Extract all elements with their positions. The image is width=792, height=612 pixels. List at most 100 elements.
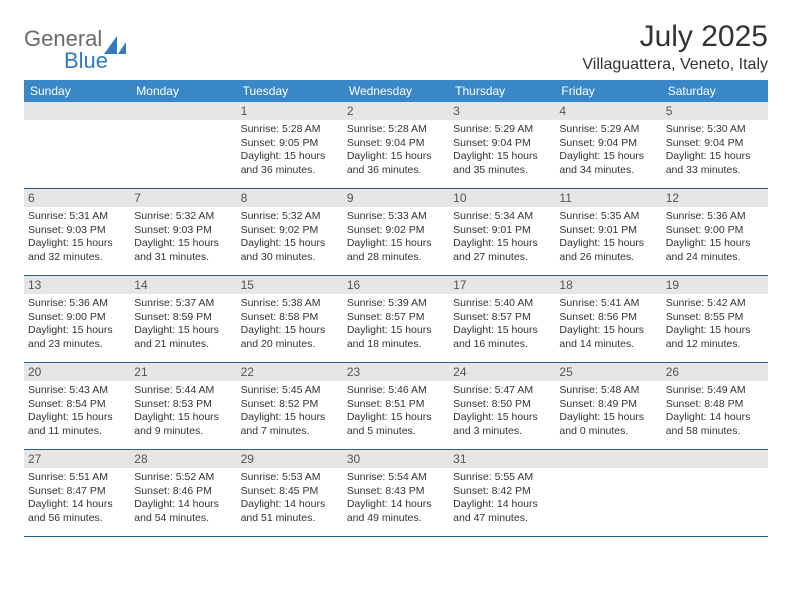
week-row: 27 Sunrise: 5:51 AMSunset: 8:47 PMDayligh…	[24, 450, 768, 537]
day-info: Sunrise: 5:49 AMSunset: 8:48 PMDaylight:…	[666, 384, 764, 439]
week-row: 6Sunrise: 5:31 AMSunset: 9:03 PMDaylight…	[24, 189, 768, 276]
day-number: 16	[343, 276, 449, 294]
dow-friday: Friday	[555, 80, 661, 102]
day-cell: 13Sunrise: 5:36 AMSunset: 9:00 PMDayligh…	[24, 276, 130, 362]
day-cell: 17 Sunrise: 5:40 AMSunset: 8:57 PMDayligh…	[449, 276, 555, 362]
day-number	[24, 102, 130, 120]
day-info: Sunrise: 5:51 AMSunset: 8:47 PMDaylight:…	[28, 471, 126, 526]
day-cell: 14 Sunrise: 5:37 AMSunset: 8:59 PMDayligh…	[130, 276, 236, 362]
brand-logo: GeneralBlue	[24, 20, 126, 74]
day-cell: 10Sunrise: 5:34 AMSunset: 9:01 PMDayligh…	[449, 189, 555, 275]
dow-saturday: Saturday	[662, 80, 768, 102]
day-info: Sunrise: 5:29 AMSunset: 9:04 PMDaylight:…	[453, 123, 551, 178]
day-cell: 9 Sunrise: 5:33 AMSunset: 9:02 PMDaylight…	[343, 189, 449, 275]
day-info: Sunrise: 5:40 AMSunset: 8:57 PMDaylight:…	[453, 297, 551, 352]
day-info: Sunrise: 5:33 AMSunset: 9:02 PMDaylight:…	[347, 210, 445, 265]
day-cell: 16 Sunrise: 5:39 AMSunset: 8:57 PMDayligh…	[343, 276, 449, 362]
day-number: 4	[555, 102, 661, 120]
day-cell: 24 Sunrise: 5:47 AMSunset: 8:50 PMDayligh…	[449, 363, 555, 449]
day-info: Sunrise: 5:28 AMSunset: 9:04 PMDaylight:…	[347, 123, 445, 178]
day-cell: 18 Sunrise: 5:41 AMSunset: 8:56 PMDayligh…	[555, 276, 661, 362]
day-number: 27	[24, 450, 130, 468]
day-info: Sunrise: 5:39 AMSunset: 8:57 PMDaylight:…	[347, 297, 445, 352]
day-number: 9	[343, 189, 449, 207]
day-info: Sunrise: 5:52 AMSunset: 8:46 PMDaylight:…	[134, 471, 232, 526]
day-cell: 20Sunrise: 5:43 AMSunset: 8:54 PMDayligh…	[24, 363, 130, 449]
day-number: 17	[449, 276, 555, 294]
dow-sunday: Sunday	[24, 80, 130, 102]
day-info: Sunrise: 5:44 AMSunset: 8:53 PMDaylight:…	[134, 384, 232, 439]
day-number	[555, 450, 661, 468]
day-number: 3	[449, 102, 555, 120]
day-info: Sunrise: 5:31 AMSunset: 9:03 PMDaylight:…	[28, 210, 126, 265]
day-number: 19	[662, 276, 768, 294]
day-number: 14	[130, 276, 236, 294]
day-cell: 28Sunrise: 5:52 AMSunset: 8:46 PMDayligh…	[130, 450, 236, 536]
day-number: 21	[130, 363, 236, 381]
dow-header-row: Sunday Monday Tuesday Wednesday Thursday…	[24, 80, 768, 102]
dow-tuesday: Tuesday	[237, 80, 343, 102]
day-info: Sunrise: 5:30 AMSunset: 9:04 PMDaylight:…	[666, 123, 764, 178]
day-number: 22	[237, 363, 343, 381]
day-info: Sunrise: 5:41 AMSunset: 8:56 PMDaylight:…	[559, 297, 657, 352]
day-cell: 29 Sunrise: 5:53 AMSunset: 8:45 PMDayligh…	[237, 450, 343, 536]
week-row: 13Sunrise: 5:36 AMSunset: 9:00 PMDayligh…	[24, 276, 768, 363]
day-cell: 22 Sunrise: 5:45 AMSunset: 8:52 PMDayligh…	[237, 363, 343, 449]
day-cell: 4 Sunrise: 5:29 AMSunset: 9:04 PMDaylight…	[555, 102, 661, 188]
day-number: 31	[449, 450, 555, 468]
day-cell: 2Sunrise: 5:28 AMSunset: 9:04 PMDaylight…	[343, 102, 449, 188]
day-number	[130, 102, 236, 120]
calendar-grid: Sunday Monday Tuesday Wednesday Thursday…	[24, 80, 768, 537]
day-info: Sunrise: 5:36 AMSunset: 9:00 PMDaylight:…	[28, 297, 126, 352]
day-number: 23	[343, 363, 449, 381]
day-info: Sunrise: 5:55 AMSunset: 8:42 PMDaylight:…	[453, 471, 551, 526]
brand-name-2: Blue	[64, 48, 126, 74]
day-number: 30	[343, 450, 449, 468]
day-cell: 7Sunrise: 5:32 AMSunset: 9:03 PMDaylight…	[130, 189, 236, 275]
day-cell: 19 Sunrise: 5:42 AMSunset: 8:55 PMDayligh…	[662, 276, 768, 362]
dow-wednesday: Wednesday	[343, 80, 449, 102]
day-number: 24	[449, 363, 555, 381]
day-info: Sunrise: 5:42 AMSunset: 8:55 PMDaylight:…	[666, 297, 764, 352]
day-info: Sunrise: 5:34 AMSunset: 9:01 PMDaylight:…	[453, 210, 551, 265]
day-cell	[130, 102, 236, 188]
week-row: 1 Sunrise: 5:28 AMSunset: 9:05 PMDaylight…	[24, 102, 768, 189]
day-info: Sunrise: 5:37 AMSunset: 8:59 PMDaylight:…	[134, 297, 232, 352]
day-info: Sunrise: 5:48 AMSunset: 8:49 PMDaylight:…	[559, 384, 657, 439]
day-cell: 8Sunrise: 5:32 AMSunset: 9:02 PMDaylight…	[237, 189, 343, 275]
dow-monday: Monday	[130, 80, 236, 102]
day-cell: 6Sunrise: 5:31 AMSunset: 9:03 PMDaylight…	[24, 189, 130, 275]
weeks-container: 1 Sunrise: 5:28 AMSunset: 9:05 PMDaylight…	[24, 102, 768, 537]
title-block: July 2025 Villaguattera, Veneto, Italy	[582, 20, 768, 74]
day-number: 5	[662, 102, 768, 120]
day-cell: 30 Sunrise: 5:54 AMSunset: 8:43 PMDayligh…	[343, 450, 449, 536]
day-info: Sunrise: 5:53 AMSunset: 8:45 PMDaylight:…	[241, 471, 339, 526]
day-info: Sunrise: 5:47 AMSunset: 8:50 PMDaylight:…	[453, 384, 551, 439]
day-cell	[24, 102, 130, 188]
day-cell: 5 Sunrise: 5:30 AMSunset: 9:04 PMDaylight…	[662, 102, 768, 188]
day-cell: 12Sunrise: 5:36 AMSunset: 9:00 PMDayligh…	[662, 189, 768, 275]
month-title: July 2025	[582, 20, 768, 54]
day-number	[662, 450, 768, 468]
day-number: 1	[237, 102, 343, 120]
day-cell: 31 Sunrise: 5:55 AMSunset: 8:42 PMDayligh…	[449, 450, 555, 536]
day-info: Sunrise: 5:35 AMSunset: 9:01 PMDaylight:…	[559, 210, 657, 265]
day-info: Sunrise: 5:29 AMSunset: 9:04 PMDaylight:…	[559, 123, 657, 178]
day-number: 20	[24, 363, 130, 381]
day-number: 11	[555, 189, 661, 207]
day-cell: 21 Sunrise: 5:44 AMSunset: 8:53 PMDayligh…	[130, 363, 236, 449]
location-label: Villaguattera, Veneto, Italy	[582, 56, 768, 74]
day-number: 7	[130, 189, 236, 207]
day-info: Sunrise: 5:28 AMSunset: 9:05 PMDaylight:…	[241, 123, 339, 178]
day-cell: 3 Sunrise: 5:29 AMSunset: 9:04 PMDaylight…	[449, 102, 555, 188]
day-number: 18	[555, 276, 661, 294]
day-info: Sunrise: 5:54 AMSunset: 8:43 PMDaylight:…	[347, 471, 445, 526]
day-info: Sunrise: 5:36 AMSunset: 9:00 PMDaylight:…	[666, 210, 764, 265]
dow-thursday: Thursday	[449, 80, 555, 102]
day-info: Sunrise: 5:45 AMSunset: 8:52 PMDaylight:…	[241, 384, 339, 439]
day-number: 8	[237, 189, 343, 207]
day-cell: 25Sunrise: 5:48 AMSunset: 8:49 PMDayligh…	[555, 363, 661, 449]
week-row: 20Sunrise: 5:43 AMSunset: 8:54 PMDayligh…	[24, 363, 768, 450]
day-cell	[662, 450, 768, 536]
day-number: 29	[237, 450, 343, 468]
